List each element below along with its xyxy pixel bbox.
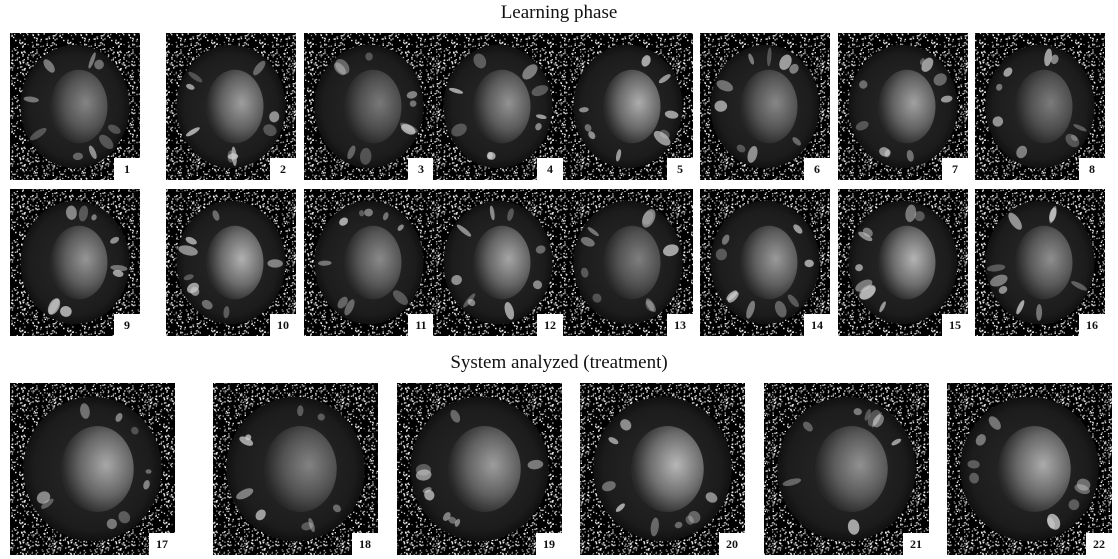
- figure: Learning phase System analyzed (treatmen…: [0, 0, 1118, 559]
- image-panel: 4: [433, 33, 563, 180]
- sphere: [264, 426, 337, 512]
- panel-number: 22: [1093, 537, 1105, 551]
- section-title: Learning phase: [501, 2, 618, 23]
- panel-number: 2: [280, 162, 286, 176]
- image-panel: 6: [700, 33, 830, 180]
- sphere: [61, 426, 134, 512]
- sphere: [50, 70, 107, 144]
- image-panel: 7: [838, 33, 968, 180]
- sphere: [631, 426, 704, 512]
- panel-number: 15: [949, 318, 961, 332]
- image-panel: 9: [10, 189, 140, 336]
- panel-number: 12: [544, 318, 556, 332]
- panel-number: 10: [277, 318, 289, 332]
- panel-number: 9: [124, 318, 130, 332]
- sphere: [878, 70, 935, 144]
- sphere: [206, 70, 263, 144]
- image-panel: 2: [166, 33, 296, 180]
- image-panel: 12: [433, 189, 563, 336]
- image-panel: 10: [166, 189, 296, 336]
- panel-number: 21: [910, 537, 922, 551]
- sphere: [603, 70, 660, 144]
- panel-number: 13: [674, 318, 686, 332]
- sphere: [344, 226, 401, 300]
- sphere: [344, 70, 401, 144]
- image-panel: 21: [764, 383, 929, 555]
- sphere: [878, 226, 935, 300]
- sphere: [50, 226, 107, 300]
- image-panel: 11: [304, 189, 434, 336]
- image-panel: 14: [700, 189, 830, 336]
- image-panel: 15: [838, 189, 968, 336]
- image-panel: 13: [563, 189, 693, 336]
- image-panel: 18: [213, 383, 378, 555]
- sphere: [1015, 70, 1072, 144]
- panel-number: 1: [124, 162, 130, 176]
- image-panel: 20: [580, 383, 745, 555]
- panel-number: 6: [814, 162, 820, 176]
- image-panel: 16: [975, 189, 1105, 336]
- section-title: System analyzed (treatment): [450, 352, 667, 373]
- sphere: [473, 226, 530, 300]
- image-panel: 3: [304, 33, 434, 180]
- sphere: [206, 226, 263, 300]
- sphere: [998, 426, 1071, 512]
- panel-number: 4: [547, 162, 553, 176]
- sphere: [815, 426, 888, 512]
- sphere: [740, 226, 797, 300]
- image-panel: 22: [947, 383, 1112, 555]
- sphere: [473, 70, 530, 144]
- panel-number: 14: [811, 318, 823, 332]
- panel-number: 20: [726, 537, 738, 551]
- panel-number: 19: [543, 537, 555, 551]
- panel-number: 8: [1089, 162, 1095, 176]
- sphere: [603, 226, 660, 300]
- image-panel: 1: [10, 33, 140, 180]
- image-panel: 5: [563, 33, 693, 180]
- image-panel: 17: [10, 383, 175, 555]
- image-panel: 8: [975, 33, 1105, 180]
- image-panel: 19: [397, 383, 562, 555]
- panel-number: 18: [359, 537, 371, 551]
- panel-number: 17: [156, 537, 168, 551]
- panel-number: 7: [952, 162, 958, 176]
- panel-number: 3: [418, 162, 424, 176]
- sphere: [448, 426, 521, 512]
- sphere: [1015, 226, 1072, 300]
- panel-number: 5: [677, 162, 683, 176]
- sphere: [740, 70, 797, 144]
- panel-number: 11: [415, 318, 426, 332]
- panel-number: 16: [1086, 318, 1098, 332]
